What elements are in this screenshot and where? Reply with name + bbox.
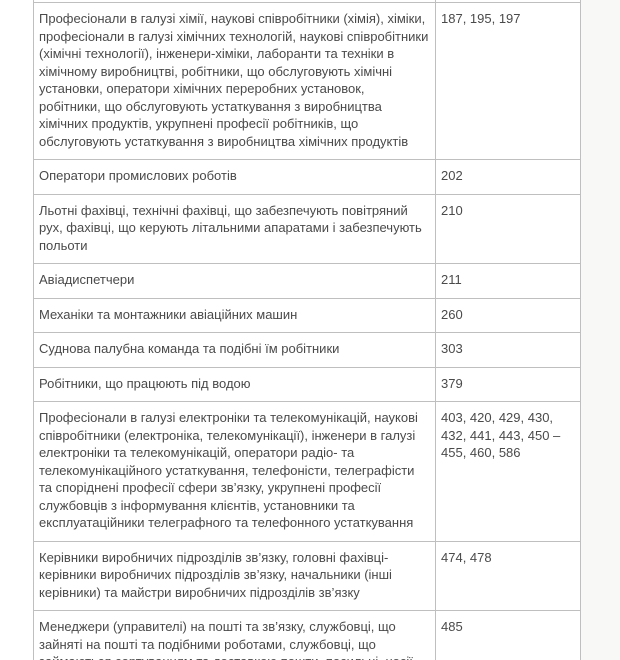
occupation-cell: Робітники, що працюють під водою: [33, 366, 436, 402]
table-row: Керівники виробничих підрозділів зв’язку…: [33, 540, 581, 611]
codes-cell: 303: [435, 332, 581, 368]
codes-cell: 202: [435, 159, 581, 195]
table-row: Льотні фахівці, технічні фахівці, що заб…: [33, 193, 581, 264]
codes-cell: 210: [435, 193, 581, 264]
codes-cell: 485: [435, 610, 581, 660]
table-row: Робітники, що працюють під водою 379: [33, 366, 581, 402]
codes-cell: 211: [435, 263, 581, 299]
codes-cell: 260: [435, 297, 581, 333]
occupation-cell: Професіонали в галузі хімії, наукові спі…: [33, 2, 436, 160]
table-row: Менеджери (управителі) на пошті та зв’яз…: [33, 610, 581, 660]
occupation-cell: Суднова палубна команда та подібні їм ро…: [33, 332, 436, 368]
codes-cell: 403, 420, 429, 430, 432, 441, 443, 450 –…: [435, 401, 581, 542]
table-row: Авіадиспетчери 211: [33, 263, 581, 299]
table-row: Суднова палубна команда та подібні їм ро…: [33, 332, 581, 368]
table-row: Оператори промислових роботів 202: [33, 159, 581, 195]
page-background-gutter: [581, 0, 620, 660]
occupation-cell: Професіонали в галузі електроніки та тел…: [33, 401, 436, 542]
occupation-cell: Керівники виробничих підрозділів зв’язку…: [33, 540, 436, 611]
occupation-cell: Механіки та монтажники авіаційних машин: [33, 297, 436, 333]
table-row: Механіки та монтажники авіаційних машин …: [33, 297, 581, 333]
table-row: Професіонали в галузі хімії, наукові спі…: [33, 2, 581, 160]
codes-cell: 474, 478: [435, 540, 581, 611]
occupation-cell: Менеджери (управителі) на пошті та зв’яз…: [33, 610, 436, 660]
occupation-cell: Авіадиспетчери: [33, 263, 436, 299]
occupation-cell: Оператори промислових роботів: [33, 159, 436, 195]
occupation-codes-table: Професіонали в галузі хімії, наукові спі…: [33, 0, 581, 660]
occupation-cell: Льотні фахівці, технічні фахівці, що заб…: [33, 193, 436, 264]
codes-cell: 379: [435, 366, 581, 402]
codes-cell: 187, 195, 197: [435, 2, 581, 160]
table-row: Професіонали в галузі електроніки та тел…: [33, 401, 581, 542]
